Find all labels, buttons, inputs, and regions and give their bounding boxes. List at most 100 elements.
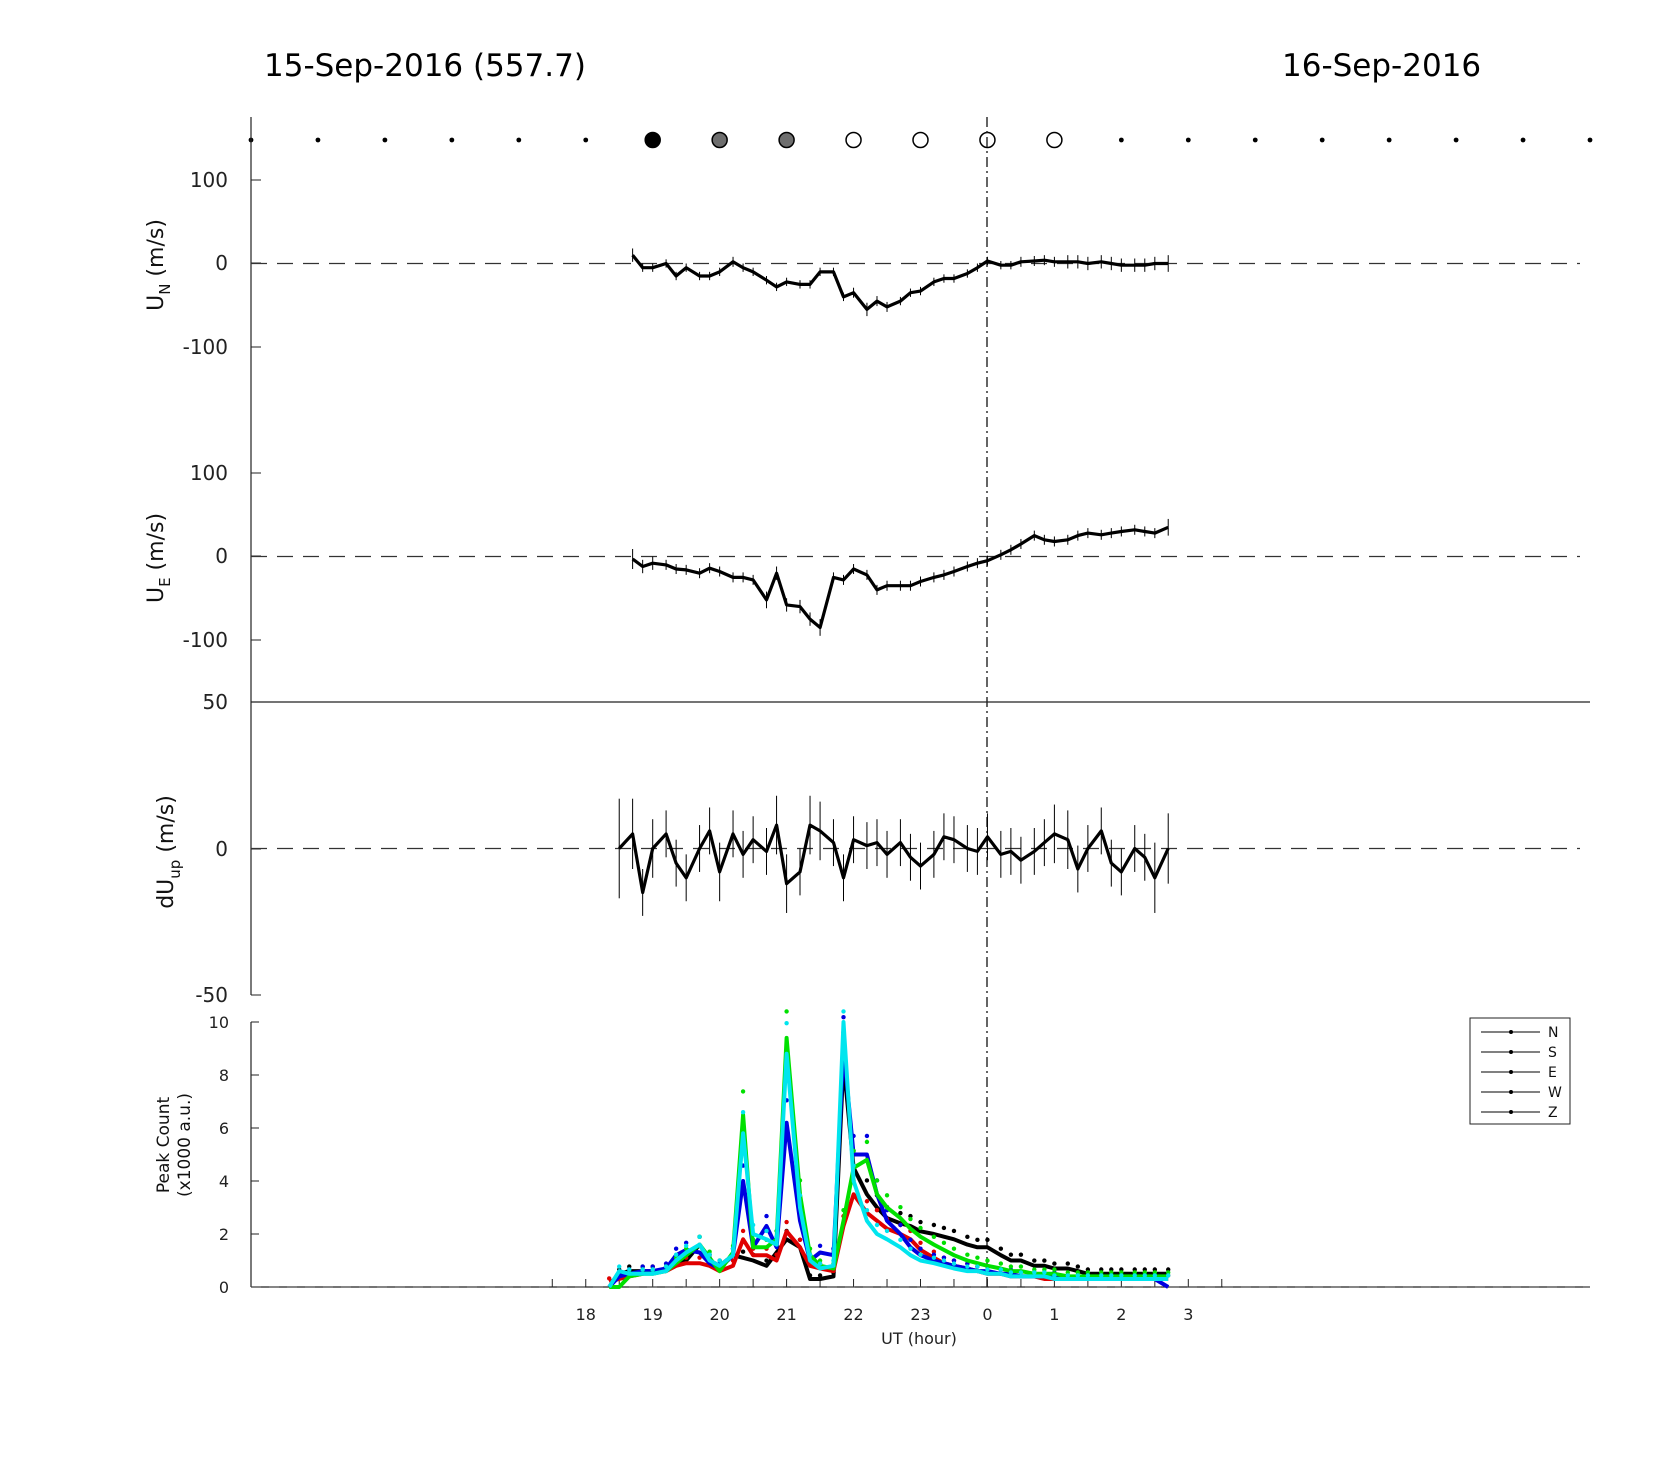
series-point-s (797, 1237, 803, 1243)
series-point-z (908, 1246, 913, 1251)
series-point-n (807, 1273, 813, 1278)
series-point-z (1065, 1273, 1070, 1278)
ytick-label: 0 (215, 837, 228, 861)
du-up-plot (251, 795, 1580, 916)
series-point-z (1052, 1273, 1057, 1278)
moon-marker-row (248, 131, 1593, 149)
series-point-z (1018, 1270, 1024, 1275)
left-title: 15-Sep-2016 (557.7) (264, 48, 586, 84)
series-point-w (998, 1261, 1004, 1266)
ylabel-sub: N (156, 284, 174, 295)
series-point-z (1008, 1270, 1014, 1275)
series-point-n (1065, 1261, 1070, 1266)
moon-dot-marker (449, 137, 455, 143)
series-point-z (884, 1228, 890, 1234)
series-point-w (874, 1178, 880, 1183)
series-point-s (774, 1252, 779, 1257)
legend-label: W (1548, 1085, 1562, 1101)
series-point-n (1075, 1264, 1081, 1269)
series-point-w (750, 1237, 756, 1243)
u-north-plot (251, 248, 1580, 317)
series-point-w (884, 1193, 890, 1198)
peak-ytick-label: 6 (219, 1119, 229, 1138)
peak-xtick-label: 3 (1183, 1305, 1193, 1324)
series-point-w (941, 1240, 947, 1245)
legend-label: S (1548, 1045, 1557, 1061)
peak-xtick-label: 23 (910, 1305, 930, 1324)
legend-marker (1509, 1090, 1513, 1094)
peak-xtick-label: 2 (1116, 1305, 1126, 1324)
series-point-z (627, 1267, 632, 1272)
moon-dot-marker (1453, 137, 1459, 143)
peak-xtick-label: 19 (643, 1305, 663, 1324)
ylabel-du-up: dUup (m/s) (154, 795, 184, 909)
series-point-z (617, 1264, 622, 1269)
peak-ytick-label: 4 (219, 1172, 229, 1191)
series-point-e (864, 1133, 870, 1139)
series-point-e (841, 1015, 846, 1020)
ylabel-line1: Peak Count (154, 1097, 174, 1194)
moon-partial-marker (778, 131, 795, 149)
series-point-z (784, 1020, 789, 1026)
ytick-label: -100 (183, 335, 228, 359)
series-point-z (797, 1193, 803, 1198)
series-point-w (931, 1234, 937, 1240)
series-point-z (717, 1258, 722, 1263)
ylabel-sub: E (156, 577, 174, 586)
series-point-z (807, 1252, 813, 1257)
series-point-z (730, 1246, 736, 1251)
series-point-z (898, 1237, 903, 1243)
moon-dot-marker (1386, 137, 1392, 143)
series-point-z (650, 1267, 655, 1272)
series-point-w (841, 1207, 846, 1213)
series-point-w (898, 1204, 903, 1210)
series-point-n (931, 1222, 937, 1228)
series-point-z (673, 1252, 679, 1257)
series-point-w (1008, 1264, 1014, 1269)
series-point-z (965, 1264, 970, 1269)
moon-dot-marker (1319, 137, 1325, 143)
ylabel-u-north: UN (m/s) (144, 219, 174, 311)
legend-marker (1509, 1110, 1513, 1114)
panel-du-up: 50 0 -50 dUup (m/s) (154, 690, 1580, 1007)
series-point-n (740, 1249, 746, 1254)
series-point-e (764, 1213, 769, 1219)
moon-partial-marker (711, 131, 728, 149)
series-point-z (998, 1267, 1004, 1272)
moon-open-marker (845, 131, 862, 149)
moon-dot-marker (516, 137, 522, 143)
series-point-n (1042, 1258, 1047, 1263)
series-point-z (851, 1163, 856, 1168)
series-point-z (683, 1243, 689, 1248)
series-point-w (1052, 1267, 1057, 1272)
moon-dot-marker (1118, 137, 1124, 143)
legend-box (1469, 1017, 1571, 1125)
series-point-z (1099, 1273, 1104, 1278)
series-point-n (1032, 1258, 1037, 1263)
series-point-e (673, 1246, 679, 1251)
right-title: 16-Sep-2016 (1282, 48, 1481, 84)
series-point-z (707, 1252, 712, 1257)
peak-ytick-label: 8 (219, 1066, 229, 1085)
ytick-label: 100 (190, 168, 228, 192)
series-point-s (874, 1207, 880, 1213)
series-point-n (941, 1225, 947, 1231)
series-point-s (864, 1199, 870, 1204)
series-point-w (975, 1255, 980, 1260)
legend-label: N (1548, 1025, 1558, 1041)
series-point-n (951, 1228, 957, 1234)
series-point-w (908, 1216, 913, 1222)
series-point-z (874, 1222, 880, 1228)
series-point-z (1152, 1273, 1158, 1278)
series-point-n (975, 1237, 980, 1243)
series-point-s (606, 1276, 612, 1281)
series-point-w (918, 1225, 923, 1231)
wind-series-line (631, 254, 1169, 311)
peak-ytick-label: 0 (219, 1278, 229, 1297)
series-point-z (663, 1264, 669, 1269)
moon-dot-marker (583, 137, 589, 143)
moon-dot-marker (1185, 137, 1191, 143)
ylabel-unit: (m/s) (144, 219, 169, 283)
